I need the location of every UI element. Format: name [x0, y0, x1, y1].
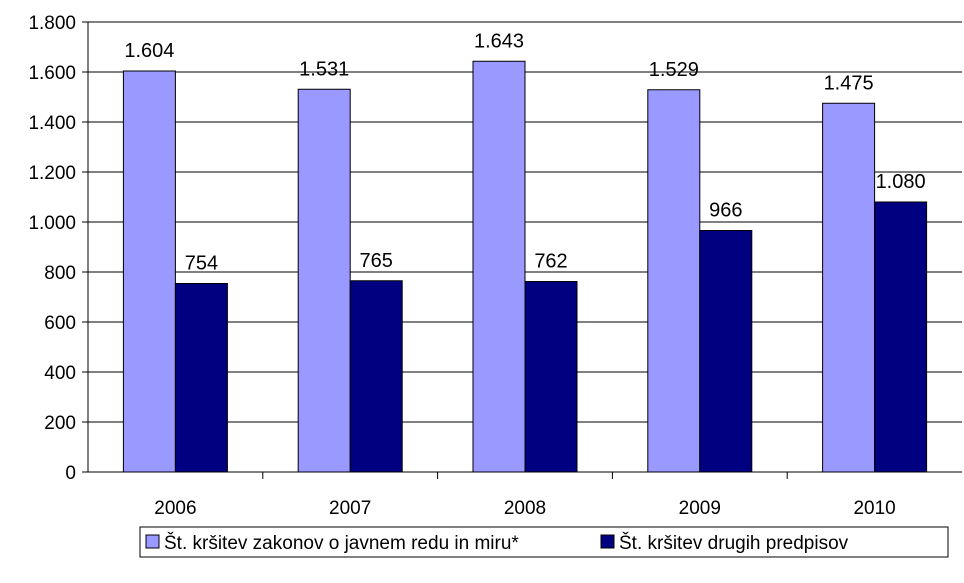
x-tick-label: 2006 — [154, 498, 196, 519]
bar-javni-red-2010 — [822, 102, 876, 473]
bar-drugi-predpisi-2006 — [174, 283, 228, 473]
data-label: 1.531 — [299, 58, 349, 80]
bar-drugi-predpisi-2010 — [874, 201, 928, 473]
y-tick-label: 1.000 — [28, 213, 76, 234]
bar-javni-red-2006 — [122, 70, 176, 473]
bars — [122, 60, 928, 473]
bar-drugi-predpisi-2008 — [524, 281, 578, 473]
data-label: 1.475 — [824, 72, 874, 94]
data-label: 1.604 — [124, 40, 174, 62]
legend: Št. kršitev zakonov o javnem redu in mir… — [139, 526, 949, 558]
bar-drugi-predpisi-2007 — [349, 280, 403, 473]
bar-drugi-predpisi-2009 — [699, 230, 753, 473]
data-label: 1.080 — [876, 171, 926, 193]
data-label: 765 — [360, 250, 393, 272]
bar-javni-red-2009 — [647, 89, 701, 473]
x-tick-label: 2008 — [504, 498, 546, 519]
y-tick-label: 1.800 — [28, 13, 76, 34]
y-tick-label: 600 — [44, 313, 76, 334]
legend-box — [139, 526, 949, 558]
data-label: 754 — [185, 253, 218, 275]
y-tick-label: 1.400 — [28, 113, 76, 134]
x-tick-label: 2007 — [329, 498, 371, 519]
data-label: 762 — [534, 251, 567, 273]
legend-label: Št. kršitev zakonov o javnem redu in mir… — [164, 532, 519, 554]
y-tick-label: 200 — [44, 413, 76, 434]
bar-javni-red-2008 — [472, 60, 526, 473]
bar-javni-red-2007 — [297, 88, 351, 473]
y-tick-label: 1.600 — [28, 63, 76, 84]
y-tick-label: 400 — [44, 363, 76, 384]
legend-swatch — [600, 534, 615, 549]
data-label: 1.529 — [649, 59, 699, 81]
x-tick-label: 2010 — [853, 498, 895, 519]
legend-swatch — [145, 534, 160, 549]
y-tick-label: 800 — [44, 263, 76, 284]
y-tick-label: 1.200 — [28, 163, 76, 184]
legend-label: Št. kršitev drugih predpisov — [619, 532, 849, 554]
y-tick-label: 0 — [65, 463, 76, 484]
axes — [87, 22, 962, 473]
x-tick-label: 2009 — [679, 498, 721, 519]
x-axis-ticks: 2006 2007 2008 2009 2010 — [154, 472, 896, 519]
data-label: 966 — [709, 200, 742, 222]
data-labels: 1.604 754 1.531 765 1.643 762 1.529 966 1.475 1.0… — [124, 30, 925, 274]
y-axis-ticks: 0 200 400 600 800 1.000 1.200 1.400 1.600 1.800 — [28, 13, 88, 484]
data-label: 1.643 — [474, 30, 524, 52]
